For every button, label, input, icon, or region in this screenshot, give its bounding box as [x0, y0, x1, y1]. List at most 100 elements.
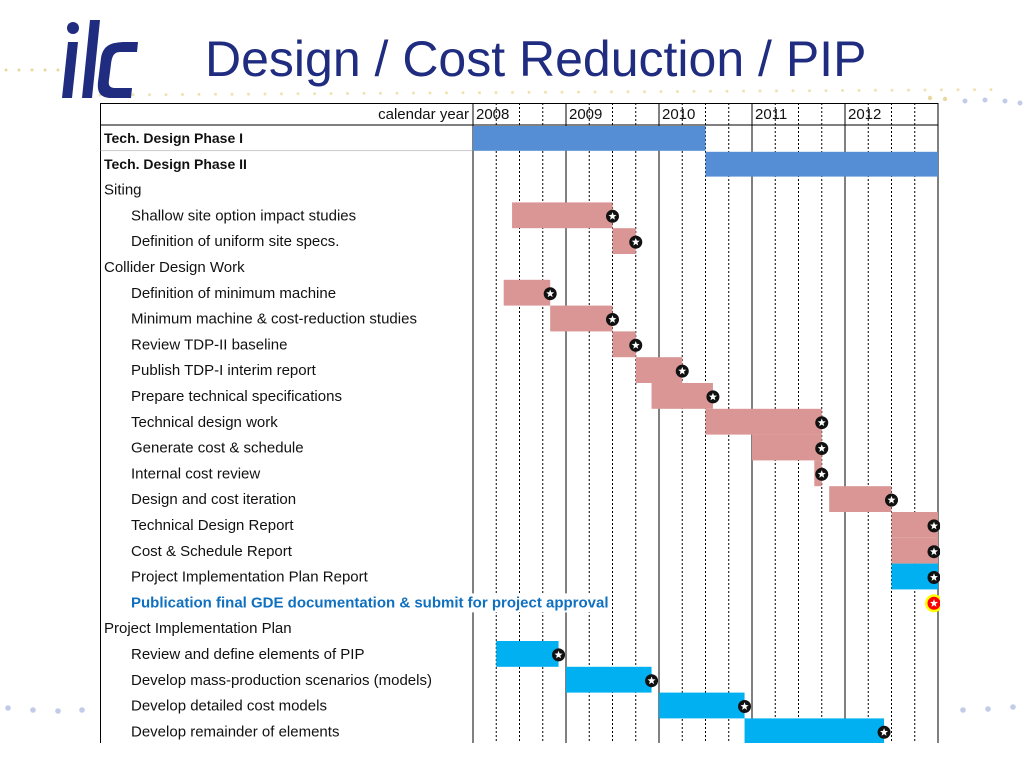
calendar-year-label: calendar year: [378, 106, 469, 123]
milestone-icon: [645, 674, 659, 688]
trail-dot: [445, 91, 448, 95]
task-label: Shallow site option impact studies: [131, 207, 356, 224]
gantt-bars: [473, 126, 938, 743]
trail-dot: [791, 89, 795, 93]
milestone-icon: [629, 235, 643, 249]
task-label: Review and define elements of PIP: [131, 646, 364, 663]
task-label: Develop detailed cost models: [131, 698, 327, 715]
trail-dot: [942, 96, 948, 102]
trail-dot: [43, 68, 47, 72]
task-label: Publication final GDE documentation & su…: [131, 594, 609, 611]
trail-dot: [263, 92, 267, 96]
milestone-star: [608, 212, 617, 220]
trail-dot: [55, 708, 61, 714]
trail-dot: [560, 90, 564, 94]
gantt-chart: 2008 2009 2010 2011 2012 calendar year Tech. …: [100, 103, 940, 743]
milestone-icon: [877, 725, 891, 739]
trail-dot: [329, 92, 333, 96]
milestone-star: [608, 315, 617, 323]
trail-dot: [973, 88, 976, 92]
trail-dot: [841, 89, 844, 92]
trail-dot: [280, 92, 283, 96]
milestone-star: [740, 702, 749, 710]
trail-dot: [874, 88, 877, 92]
trail-dot: [395, 91, 399, 95]
trail-dot: [927, 95, 933, 101]
pip-bar: [496, 641, 559, 667]
task-bar: [512, 202, 613, 229]
trail-dot: [956, 88, 960, 92]
trail-dot: [478, 91, 481, 95]
trail-dot: [626, 90, 630, 94]
trail-dot: [989, 88, 993, 92]
task-bar: [635, 357, 683, 383]
trail-dot: [296, 92, 300, 96]
milestone-icon: [885, 493, 898, 507]
milestone-star: [880, 728, 889, 736]
trail-dot: [890, 88, 894, 92]
task-label: Publish TDP-I interim report: [131, 362, 317, 379]
trail-dot: [17, 68, 21, 72]
trail-dot: [527, 90, 531, 94]
year-label: 2010: [662, 106, 695, 123]
milestone-icon: [927, 545, 940, 559]
task-label: Collider Design Work: [104, 259, 245, 276]
milestone-icon: [706, 390, 720, 404]
trail-dot: [643, 90, 646, 94]
milestone-icon: [815, 416, 829, 430]
trail-dot: [758, 89, 762, 93]
milestone-star: [930, 573, 938, 581]
trail-dot: [79, 707, 85, 713]
task-label: Develop remainder of elements: [131, 723, 339, 740]
trail-dot: [148, 93, 151, 97]
trail-dot: [544, 90, 547, 94]
trail-dot: [164, 93, 168, 97]
task-label: Generate cost & schedule: [131, 440, 304, 457]
milestone-star: [930, 547, 938, 556]
task-label: Project Implementation Plan Report: [131, 569, 369, 586]
trail-dot: [593, 90, 597, 94]
milestone-icon: [675, 364, 689, 378]
trail-dot: [247, 92, 250, 96]
trail-dot: [725, 89, 729, 93]
task-label: Project Implementation Plan: [104, 620, 292, 637]
trail-dot: [313, 92, 316, 96]
task-bar: [612, 331, 636, 358]
trail-dot: [379, 91, 382, 95]
task-bar: [503, 279, 551, 306]
milestone-star: [554, 650, 563, 659]
milestone-icon: [927, 571, 940, 584]
trail-dot: [56, 68, 60, 72]
trail-dot: [214, 92, 217, 96]
final-milestone-icon: [925, 594, 940, 613]
milestone-star: [546, 289, 555, 298]
trail-dot: [412, 91, 415, 95]
trail-dot: [1017, 100, 1023, 106]
milestone-star: [678, 366, 687, 375]
milestone-icon: [606, 209, 619, 223]
trail-dot: [907, 88, 910, 92]
trail-dot: [131, 93, 135, 97]
task-label: Develop mass-production scenarios (model…: [131, 672, 432, 689]
trail-dot: [808, 89, 811, 93]
pip-bar: [744, 718, 885, 743]
task-label: Design and cost iteration: [131, 491, 296, 508]
milestone-icon: [543, 287, 557, 301]
milestone-icon: [606, 313, 619, 326]
task-label: Definition of minimum machine: [131, 285, 336, 302]
task-label: Minimum machine & cost-reduction studies: [131, 311, 417, 328]
trail-dot: [428, 91, 432, 95]
trail-dot: [5, 705, 11, 711]
slide-title: Design / Cost Reduction / PIP: [205, 31, 867, 87]
trail-dot: [494, 91, 498, 95]
trail-dot: [346, 92, 349, 95]
task-label: Definition of uniform site specs.: [131, 233, 339, 250]
gantt-milestones: [543, 209, 940, 739]
trail-dot: [824, 89, 828, 93]
milestone-icon: [927, 519, 940, 533]
trail-dot: [1010, 704, 1016, 710]
year-label: 2012: [848, 106, 881, 123]
trail-dot: [676, 90, 679, 93]
trail-dot: [857, 88, 861, 92]
trail-dot: [982, 97, 988, 103]
